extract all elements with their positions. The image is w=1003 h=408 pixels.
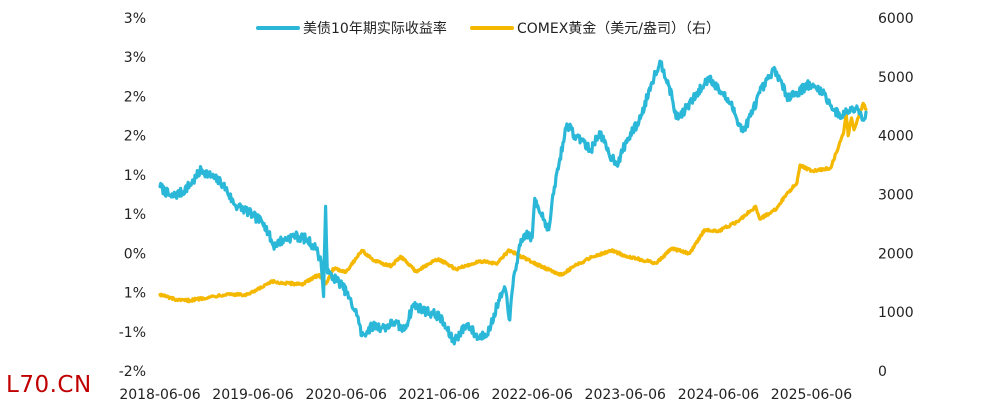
series-line-real-yield [158,59,868,346]
plot-area [158,59,868,346]
left-y-axis: -2% -1% 1% 0% 1% 1% 2% 2% 3% 3% [119,11,146,380]
right-y-axis: 0 1000 2000 3000 4000 5000 6000 [878,11,914,380]
left-tick-label: -2% [119,364,146,380]
left-tick-label: 0% [124,246,146,262]
x-axis: 2018-06-06 2019-06-06 2020-06-06 2021-06-06… [119,387,852,403]
watermark: L70.CN [6,372,92,398]
left-tick-label: -1% [119,325,146,341]
legend: 美债10年期实际收益率 COMEX黄金（美元/盎司）（右） [256,20,720,37]
right-tick-label: 4000 [878,129,914,145]
left-tick-label: 2% [124,89,146,105]
right-tick-label: 1000 [878,305,914,321]
left-tick-label: 1% [124,168,146,184]
x-tick-label: 2022-06-06 [492,387,573,403]
x-tick-label: 2018-06-06 [119,387,200,403]
legend-label-gold: COMEX黄金（美元/盎司）（右） [517,20,720,37]
right-tick-label: 5000 [878,70,914,86]
left-tick-label: 3% [124,50,146,66]
left-tick-label: 1% [124,207,146,223]
right-tick-label: 2000 [878,246,914,262]
left-tick-label: 3% [124,11,146,27]
right-tick-label: 0 [878,364,887,380]
x-tick-label: 2020-06-06 [306,387,387,403]
right-tick-label: 3000 [878,188,914,204]
x-tick-label: 2025-06-06 [771,387,852,403]
series-line-gold [158,101,868,304]
x-tick-label: 2021-06-06 [399,387,480,403]
left-tick-label: 2% [124,129,146,145]
right-tick-label: 6000 [878,11,914,27]
x-tick-label: 2024-06-06 [678,387,759,403]
legend-label-real-yield: 美债10年期实际收益率 [303,20,447,37]
x-tick-label: 2019-06-06 [212,387,293,403]
left-tick-label: 1% [124,286,146,302]
x-tick-label: 2023-06-06 [585,387,666,403]
